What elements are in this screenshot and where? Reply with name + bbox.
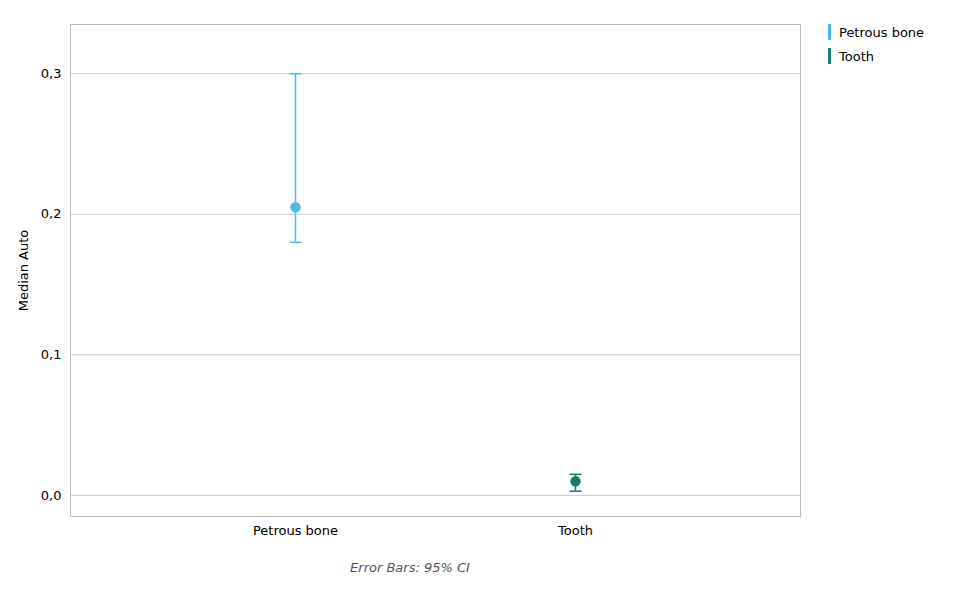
svg-text:0,1: 0,1 xyxy=(41,347,62,362)
svg-text:0,0: 0,0 xyxy=(41,488,62,503)
svg-text:0,2: 0,2 xyxy=(41,206,62,221)
html-text:Error Bars: 95% CI: Error Bars: 95% CI xyxy=(350,560,470,575)
svg-text:Petrous bone: Petrous bone xyxy=(253,523,338,538)
svg-text:0,3: 0,3 xyxy=(41,66,62,81)
svg-text:Tooth: Tooth xyxy=(557,523,593,538)
html-text:Tooth: Tooth xyxy=(839,48,874,64)
svg-text:Median Auto: Median Auto xyxy=(16,230,31,312)
html-text:Petrous bone: Petrous bone xyxy=(839,24,925,40)
